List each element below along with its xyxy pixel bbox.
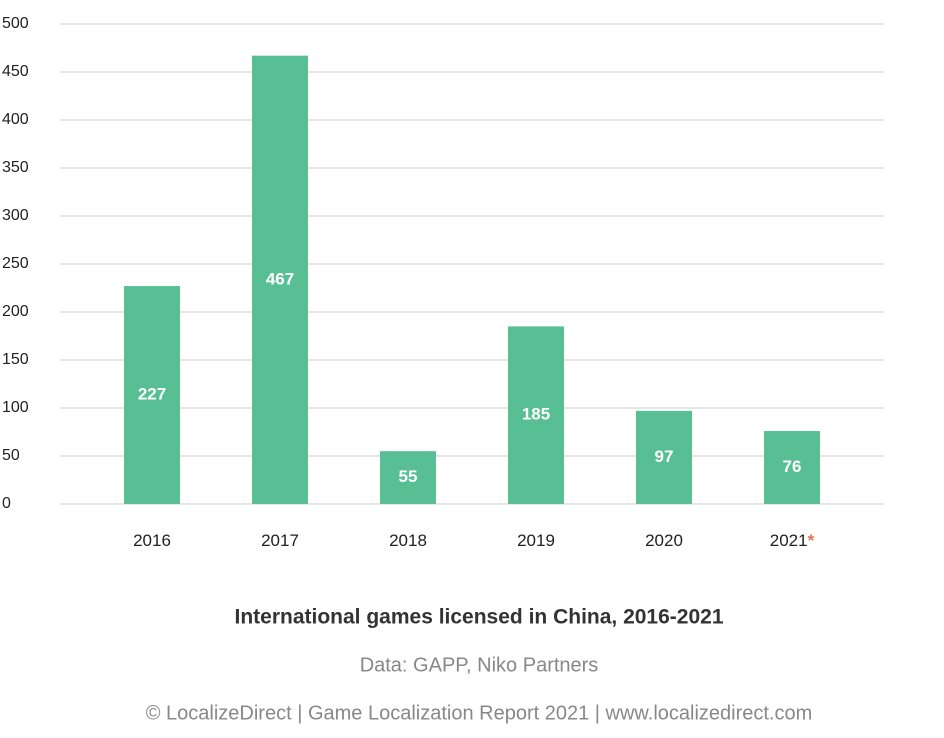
value-label: 76 bbox=[783, 457, 802, 476]
x-tick-label: 2019 bbox=[517, 531, 555, 550]
bar bbox=[124, 286, 180, 504]
bar bbox=[636, 410, 692, 504]
bar bbox=[252, 55, 308, 505]
bar bbox=[380, 451, 436, 504]
y-tick-label: 250 bbox=[2, 255, 29, 272]
x-tick-label: 2021* bbox=[770, 531, 815, 550]
category: 2019 bbox=[517, 531, 555, 550]
source: Data: GAPP, Niko Partners bbox=[360, 654, 599, 676]
y-tick-label: 0 bbox=[2, 495, 11, 512]
category: 2021 bbox=[770, 531, 808, 550]
y-tick-label: 300 bbox=[2, 207, 29, 224]
value-label: 185 bbox=[522, 405, 550, 424]
y-tick-label: 200 bbox=[2, 303, 29, 320]
category: 2020 bbox=[645, 531, 683, 550]
y-tick-label: 50 bbox=[2, 447, 20, 464]
x-tick-label: 2020 bbox=[645, 531, 683, 550]
value-label: 227 bbox=[138, 385, 166, 404]
copyright: © LocalizeDirect | Game Localization Rep… bbox=[146, 702, 813, 724]
value-label: 55 bbox=[399, 467, 418, 486]
x-tick-label: 2018 bbox=[389, 531, 427, 550]
y-tick-label: 500 bbox=[2, 15, 29, 32]
note-mark: * bbox=[808, 531, 815, 550]
category: 2018 bbox=[389, 531, 427, 550]
value-label: 467 bbox=[266, 269, 294, 288]
chart-title: International games licensed in China, 2… bbox=[234, 606, 723, 629]
y-tick-label: 350 bbox=[2, 159, 29, 176]
y-tick-label: 400 bbox=[2, 111, 29, 128]
category: 2017 bbox=[261, 531, 299, 550]
value-label: 97 bbox=[655, 447, 674, 466]
x-tick-label: 2017 bbox=[261, 531, 299, 550]
y-tick-label: 100 bbox=[2, 399, 29, 416]
y-tick-label: 150 bbox=[2, 351, 29, 368]
bar bbox=[508, 326, 564, 504]
x-tick-label: 2016 bbox=[133, 531, 171, 550]
category: 2016 bbox=[133, 531, 171, 550]
bar bbox=[764, 431, 820, 504]
y-tick-label: 450 bbox=[2, 63, 29, 80]
